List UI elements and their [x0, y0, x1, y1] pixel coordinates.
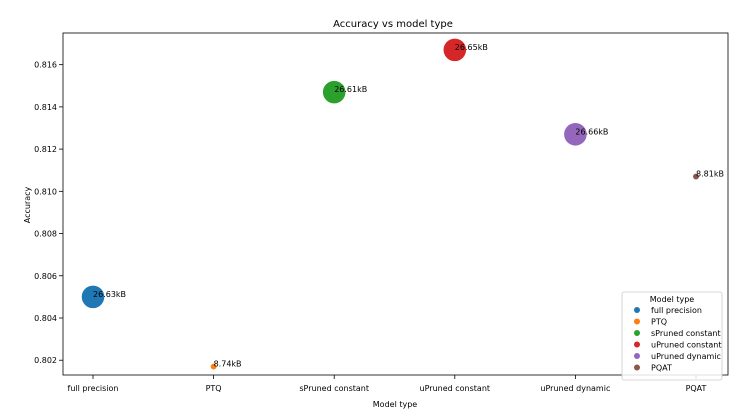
- x-tick-label: PQAT: [686, 384, 707, 393]
- legend-marker: [634, 307, 640, 313]
- data-point: [692, 172, 700, 181]
- data-label: 26.65kB: [455, 43, 488, 52]
- data-label: 26.63kB: [93, 290, 126, 299]
- legend-marker: [634, 364, 640, 371]
- y-tick-label: 0.806: [34, 272, 57, 281]
- data-points: 26.63kB 8.74kB 26.61kB 26.65kB 26.66kB 8.81kB: [80, 37, 724, 371]
- data-point: [442, 37, 467, 62]
- y-axis: 0.802 0.804 0.806 0.808 0.810 0.812 0.814 0.816: [34, 61, 63, 365]
- plot-area: [62, 32, 729, 376]
- data-label: 26.66kB: [575, 127, 608, 136]
- data-point: [209, 362, 218, 371]
- y-tick-label: 0.810: [34, 187, 57, 196]
- y-tick-label: 0.808: [34, 230, 57, 239]
- legend-entry: sPruned constant: [651, 329, 721, 338]
- legend-marker: [634, 330, 640, 336]
- x-tick-label: full precision: [68, 384, 119, 393]
- legend-marker: [634, 353, 640, 359]
- legend-entry: uPruned dynamic: [651, 352, 721, 361]
- legend: Model type full precision PTQ sPruned cons…: [621, 291, 723, 381]
- legend-box: [621, 291, 723, 381]
- x-tick-label: uPruned dynamic: [540, 384, 610, 393]
- legend-entry: PTQ: [651, 318, 667, 327]
- data-label: 26.61kB: [334, 85, 367, 94]
- legend-entry: full precision: [651, 306, 702, 315]
- data-point: [563, 122, 588, 147]
- legend-marker: [634, 318, 640, 325]
- y-tick-label: 0.816: [34, 61, 57, 70]
- x-axis-label: Model type: [373, 400, 418, 409]
- y-tick-label: 0.802: [34, 356, 57, 365]
- data-point: [322, 80, 347, 105]
- y-tick-label: 0.814: [34, 103, 57, 112]
- y-axis-label: Accuracy: [23, 186, 32, 223]
- x-tick-label: uPruned constant: [420, 384, 491, 393]
- legend-entry: uPruned constant: [651, 341, 722, 350]
- data-label: 8.74kB: [214, 360, 242, 369]
- data-label: 8.81kB: [696, 170, 724, 179]
- chart-title: Accuracy vs model type: [333, 19, 453, 30]
- x-tick-label: sPruned constant: [299, 384, 369, 393]
- legend-marker: [634, 341, 640, 348]
- data-point: [80, 284, 106, 309]
- legend-entry: PQAT: [651, 364, 672, 373]
- legend-title: Model type: [650, 295, 695, 304]
- x-axis: full precision PTQ sPruned constant uPruned…: [68, 375, 707, 393]
- x-tick-label: PTQ: [206, 384, 222, 393]
- y-tick-label: 0.804: [34, 314, 57, 323]
- y-tick-label: 0.812: [34, 145, 57, 154]
